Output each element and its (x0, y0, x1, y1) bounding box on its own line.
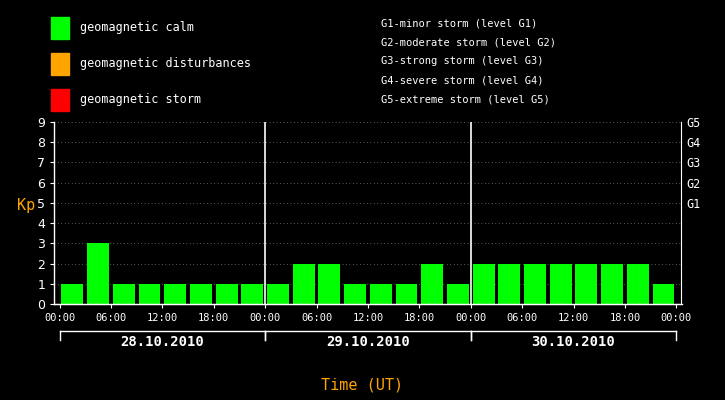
Text: Time (UT): Time (UT) (321, 377, 404, 392)
Text: geomagnetic disturbances: geomagnetic disturbances (80, 58, 251, 70)
Text: G1-minor storm (level G1): G1-minor storm (level G1) (381, 18, 537, 28)
Bar (113, 284, 135, 304)
Bar (62, 284, 83, 304)
Bar (652, 284, 674, 304)
Bar (87, 243, 109, 304)
Bar (473, 264, 494, 304)
Bar (498, 264, 521, 304)
Bar (318, 264, 340, 304)
Bar (293, 264, 315, 304)
Bar (241, 284, 263, 304)
Text: G5-extreme storm (level G5): G5-extreme storm (level G5) (381, 95, 550, 105)
Text: geomagnetic calm: geomagnetic calm (80, 22, 194, 34)
Bar (165, 284, 186, 304)
Y-axis label: Kp: Kp (17, 198, 36, 213)
Bar (421, 264, 443, 304)
Bar (601, 264, 623, 304)
Bar (344, 284, 366, 304)
Text: 28.10.2010: 28.10.2010 (120, 334, 204, 348)
Text: geomagnetic storm: geomagnetic storm (80, 94, 201, 106)
Bar (267, 284, 289, 304)
Bar (627, 264, 649, 304)
Bar (550, 264, 571, 304)
Bar (190, 284, 212, 304)
Text: G3-strong storm (level G3): G3-strong storm (level G3) (381, 56, 543, 66)
Bar (138, 284, 160, 304)
Bar (396, 284, 418, 304)
Bar (447, 284, 469, 304)
Bar (524, 264, 546, 304)
Bar (370, 284, 392, 304)
Bar (576, 264, 597, 304)
Text: G2-moderate storm (level G2): G2-moderate storm (level G2) (381, 37, 555, 47)
Text: G4-severe storm (level G4): G4-severe storm (level G4) (381, 76, 543, 86)
Bar (215, 284, 238, 304)
Text: 30.10.2010: 30.10.2010 (531, 334, 616, 348)
Text: 29.10.2010: 29.10.2010 (326, 334, 410, 348)
